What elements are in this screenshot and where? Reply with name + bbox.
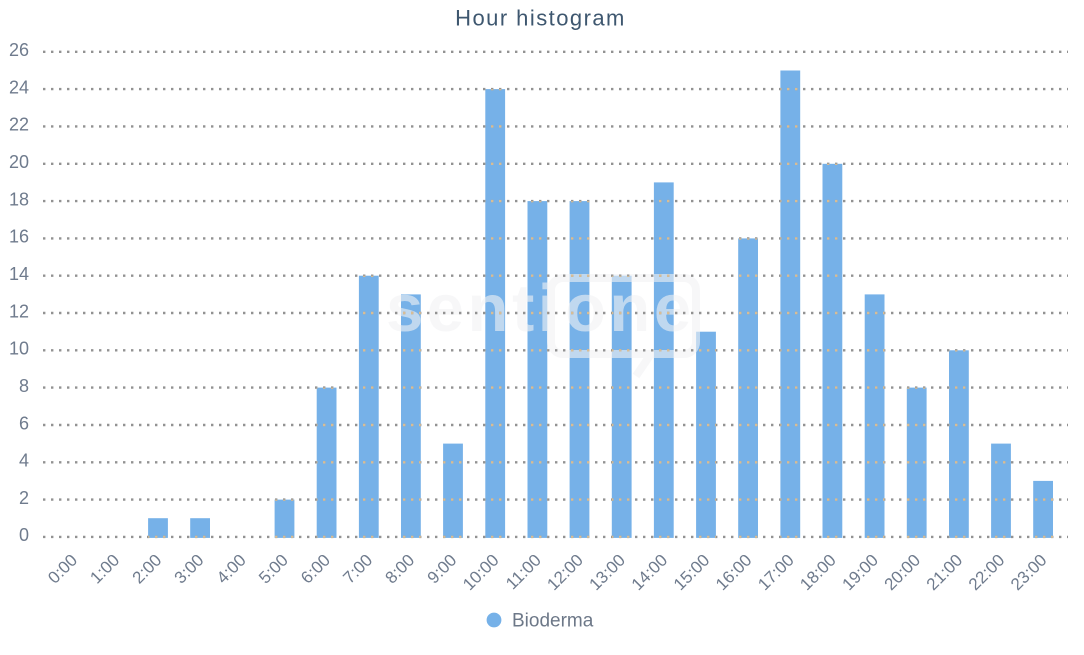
- svg-text:senti: senti: [386, 271, 560, 346]
- svg-text:16: 16: [9, 227, 29, 247]
- svg-text:18: 18: [9, 189, 29, 209]
- svg-text:4: 4: [19, 451, 29, 471]
- svg-text:14: 14: [9, 264, 29, 284]
- svg-text:20: 20: [9, 152, 29, 172]
- svg-text:Bioderma: Bioderma: [512, 610, 594, 631]
- svg-text:10: 10: [9, 339, 29, 359]
- svg-text:8: 8: [19, 376, 29, 396]
- svg-text:2: 2: [19, 488, 29, 508]
- svg-text:0: 0: [19, 525, 29, 545]
- svg-text:24: 24: [9, 77, 29, 97]
- svg-text:one: one: [565, 271, 695, 346]
- svg-text:12: 12: [9, 301, 29, 321]
- svg-text:Hour histogram: Hour histogram: [455, 5, 626, 30]
- svg-text:26: 26: [9, 40, 29, 60]
- svg-text:22: 22: [9, 115, 29, 135]
- svg-text:6: 6: [19, 413, 29, 433]
